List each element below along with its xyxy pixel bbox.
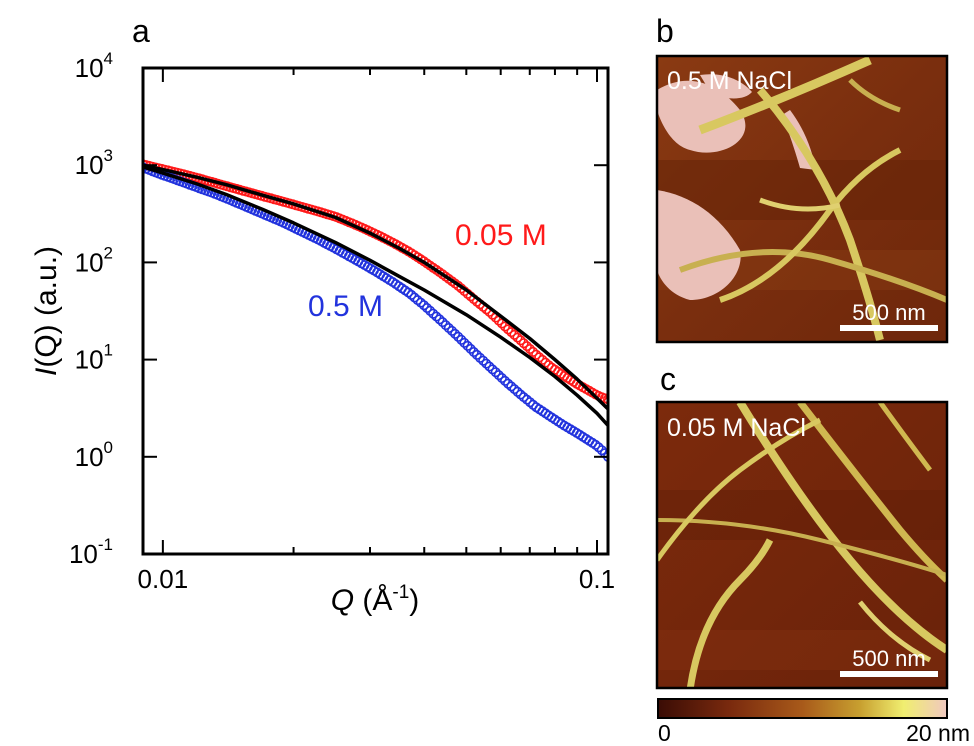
data-point bbox=[415, 297, 426, 308]
data-point bbox=[593, 442, 604, 453]
plot-frame bbox=[141, 66, 610, 556]
data-point bbox=[406, 289, 417, 300]
x-axis-title: Q (Å-1) bbox=[331, 582, 420, 617]
data-point bbox=[450, 328, 461, 339]
data-point bbox=[484, 361, 495, 372]
data-point bbox=[524, 397, 535, 408]
y-tick-label: 100 bbox=[75, 438, 113, 472]
data-point bbox=[421, 302, 432, 313]
y-tick-label: 102 bbox=[75, 243, 113, 277]
data-point bbox=[506, 327, 517, 338]
y-tick-label: 101 bbox=[75, 341, 113, 375]
data-point bbox=[471, 349, 482, 360]
data-point bbox=[524, 343, 535, 354]
data-point bbox=[509, 329, 520, 340]
x-axis-unit-exp: -1 bbox=[392, 582, 409, 603]
tick-labels: 10-1 100 101 102 103 104 0.01 0.1 bbox=[69, 49, 615, 594]
data-point bbox=[456, 334, 467, 345]
data-point bbox=[418, 300, 429, 311]
scale-bar-b bbox=[840, 325, 938, 331]
afm-label-b: 0.5 M NaCl bbox=[667, 67, 792, 95]
data-point bbox=[499, 375, 510, 386]
data-point bbox=[443, 322, 454, 333]
colorbar-max-label: 20 nm bbox=[906, 720, 970, 746]
data-point bbox=[431, 311, 442, 322]
data-point bbox=[468, 346, 479, 357]
data-point bbox=[434, 314, 445, 325]
data-point bbox=[537, 354, 548, 365]
data-point bbox=[496, 318, 507, 329]
data-point bbox=[521, 341, 532, 352]
data-point bbox=[437, 317, 448, 328]
data-point bbox=[478, 355, 489, 366]
afm-label-c: 0.05 M NaCl bbox=[667, 414, 806, 442]
data-point bbox=[425, 305, 436, 316]
data-point bbox=[409, 292, 420, 303]
series-label-0.5M: 0.5 M bbox=[308, 290, 383, 323]
afm-image-b: 0.5 M NaCl 500 nm bbox=[655, 54, 949, 344]
x-axis-symbol: Q bbox=[331, 584, 354, 617]
y-axis-title: I(Q) (a.u.) bbox=[30, 246, 63, 376]
afm-frame-b bbox=[655, 54, 949, 344]
afm-frame-c bbox=[655, 400, 949, 690]
data-point bbox=[506, 381, 517, 392]
colorbar: 0 20 nm bbox=[657, 698, 970, 746]
colorbar-min-label: 0 bbox=[658, 720, 671, 746]
y-tick-label: 104 bbox=[75, 49, 113, 83]
data-point bbox=[590, 439, 601, 450]
data-point bbox=[531, 349, 542, 360]
data-point bbox=[596, 445, 607, 456]
fit-line-0 bbox=[143, 163, 608, 411]
plot-marks bbox=[143, 159, 608, 462]
fit-line-1 bbox=[143, 165, 608, 427]
y-axis-symbol: I bbox=[30, 368, 63, 376]
scale-bar-label-b: 500 nm bbox=[852, 300, 925, 325]
data-point bbox=[481, 358, 492, 369]
data-point bbox=[474, 352, 485, 363]
panel-letter-b: b bbox=[656, 13, 674, 49]
x-tick-label: 0.01 bbox=[138, 564, 189, 594]
data-point bbox=[453, 331, 464, 342]
data-point bbox=[528, 346, 539, 357]
colorbar-gradient bbox=[657, 698, 948, 719]
scale-bar-label-c: 500 nm bbox=[852, 646, 925, 671]
data-point bbox=[462, 340, 473, 351]
data-point bbox=[459, 337, 470, 348]
afm-image-c: 0.05 M NaCl 500 nm bbox=[655, 400, 949, 690]
x-axis-close: ) bbox=[409, 584, 419, 617]
panel-letter-c: c bbox=[660, 361, 676, 397]
data-point bbox=[490, 367, 501, 378]
data-point bbox=[515, 389, 526, 400]
series-label-0.05M: 0.05 M bbox=[455, 219, 547, 252]
y-tick-label: 10-1 bbox=[69, 535, 113, 569]
data-point bbox=[509, 384, 520, 395]
data-point bbox=[496, 372, 507, 383]
data-point bbox=[493, 370, 504, 381]
data-point bbox=[428, 308, 439, 319]
data-point bbox=[512, 386, 523, 397]
data-point bbox=[440, 320, 451, 331]
data-point bbox=[521, 394, 532, 405]
data-point bbox=[446, 325, 457, 336]
x-tick-label: 0.1 bbox=[579, 564, 615, 594]
y-axis-rest: (Q) (a.u.) bbox=[30, 246, 63, 368]
data-point bbox=[465, 343, 476, 354]
series-1 bbox=[143, 162, 608, 462]
data-point bbox=[512, 332, 523, 343]
data-point bbox=[487, 364, 498, 375]
saxs-chart: 10-1 100 101 102 103 104 0.01 0.1 Q (Å-1) I(Q) … bbox=[30, 49, 615, 617]
data-point bbox=[515, 335, 526, 346]
axis-ticks bbox=[142, 67, 608, 555]
x-axis-unit: (Å bbox=[354, 584, 392, 617]
data-point bbox=[499, 321, 510, 332]
y-tick-label: 103 bbox=[75, 146, 113, 180]
data-point bbox=[518, 338, 529, 349]
scale-bar-c bbox=[840, 671, 938, 677]
panel-letter-a: a bbox=[132, 13, 150, 49]
data-point bbox=[540, 357, 551, 368]
